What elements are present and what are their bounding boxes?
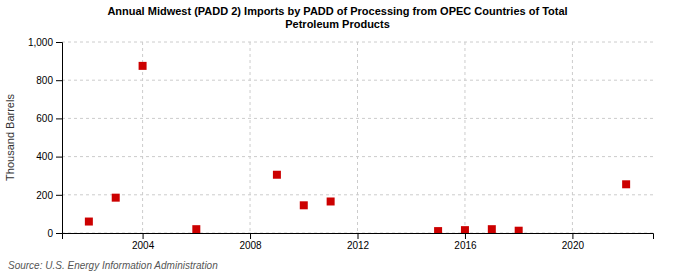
- tick-label: 2016: [454, 240, 477, 251]
- axis-line: [63, 234, 654, 240]
- point: [622, 180, 630, 188]
- y-axis: 0 200 400 600 800 1,000: [28, 37, 63, 239]
- tick: 800: [36, 75, 62, 86]
- tick-mark: [572, 233, 573, 239]
- grid-line: [62, 156, 653, 157]
- tick-mark: [56, 80, 62, 81]
- tick-label: 200: [36, 190, 53, 201]
- tick-label: 2012: [347, 240, 370, 251]
- plot-area: 2004 2008 2012 2016 2020 0 200 400 600 800 1,000: [28, 37, 654, 251]
- tick: 600: [36, 113, 62, 124]
- tick: 1,000: [28, 37, 62, 48]
- tick: 0: [47, 228, 62, 239]
- point: [139, 62, 147, 70]
- point: [434, 227, 442, 233]
- tick-label: 2004: [132, 240, 155, 251]
- tick-label: 400: [36, 151, 53, 162]
- tick: 2008: [239, 233, 262, 251]
- grid-line: [62, 80, 653, 81]
- tick-label: 0: [47, 228, 53, 239]
- tick: 2012: [347, 233, 370, 251]
- tick: 200: [36, 190, 62, 201]
- tick-label: 1,000: [28, 37, 53, 48]
- tick-mark: [250, 233, 251, 239]
- grid-line: [572, 42, 573, 233]
- x-axis: 2004 2008 2012 2016 2020: [63, 233, 654, 251]
- tick-label: 2008: [239, 240, 262, 251]
- axis-line: [56, 43, 63, 234]
- grid-line: [357, 42, 358, 233]
- point: [461, 226, 469, 233]
- tick-mark: [358, 233, 359, 239]
- grid-line: [62, 194, 653, 195]
- point: [112, 194, 120, 202]
- tick: 2020: [562, 233, 585, 251]
- point: [192, 225, 200, 233]
- tick-mark: [56, 233, 62, 234]
- tick-label: 600: [36, 113, 53, 124]
- tick-mark: [465, 233, 466, 239]
- tick-label: 800: [36, 75, 53, 86]
- tick-mark: [143, 233, 144, 239]
- tick: 2004: [132, 233, 155, 251]
- chart: 2004 2008 2012 2016 2020 0 200 400 600 800 1,000 An…: [0, 0, 675, 275]
- point: [273, 171, 281, 179]
- tick-label: 2020: [562, 240, 585, 251]
- tick: 400: [36, 151, 62, 162]
- grid-line: [250, 42, 251, 233]
- tick-mark: [56, 195, 62, 196]
- point: [515, 227, 523, 233]
- point: [300, 201, 308, 209]
- tick-mark: [56, 118, 62, 119]
- point: [327, 197, 335, 205]
- tick: 2016: [454, 233, 477, 251]
- title: Annual Midwest (PADD 2) Imports by PADD …: [107, 5, 567, 30]
- tick-mark: [56, 42, 62, 43]
- grid-line: [62, 42, 653, 43]
- grid-line: [464, 42, 465, 233]
- point: [85, 218, 93, 226]
- point: [488, 225, 496, 233]
- grid-line: [142, 42, 143, 233]
- grid: [62, 42, 653, 233]
- annotation: Source: U.S. Energy Information Administ…: [8, 260, 218, 271]
- tick-mark: [56, 157, 62, 158]
- y-axis-title: Thousand Barrels: [4, 94, 16, 181]
- grid-line: [62, 118, 653, 119]
- points: [85, 62, 630, 233]
